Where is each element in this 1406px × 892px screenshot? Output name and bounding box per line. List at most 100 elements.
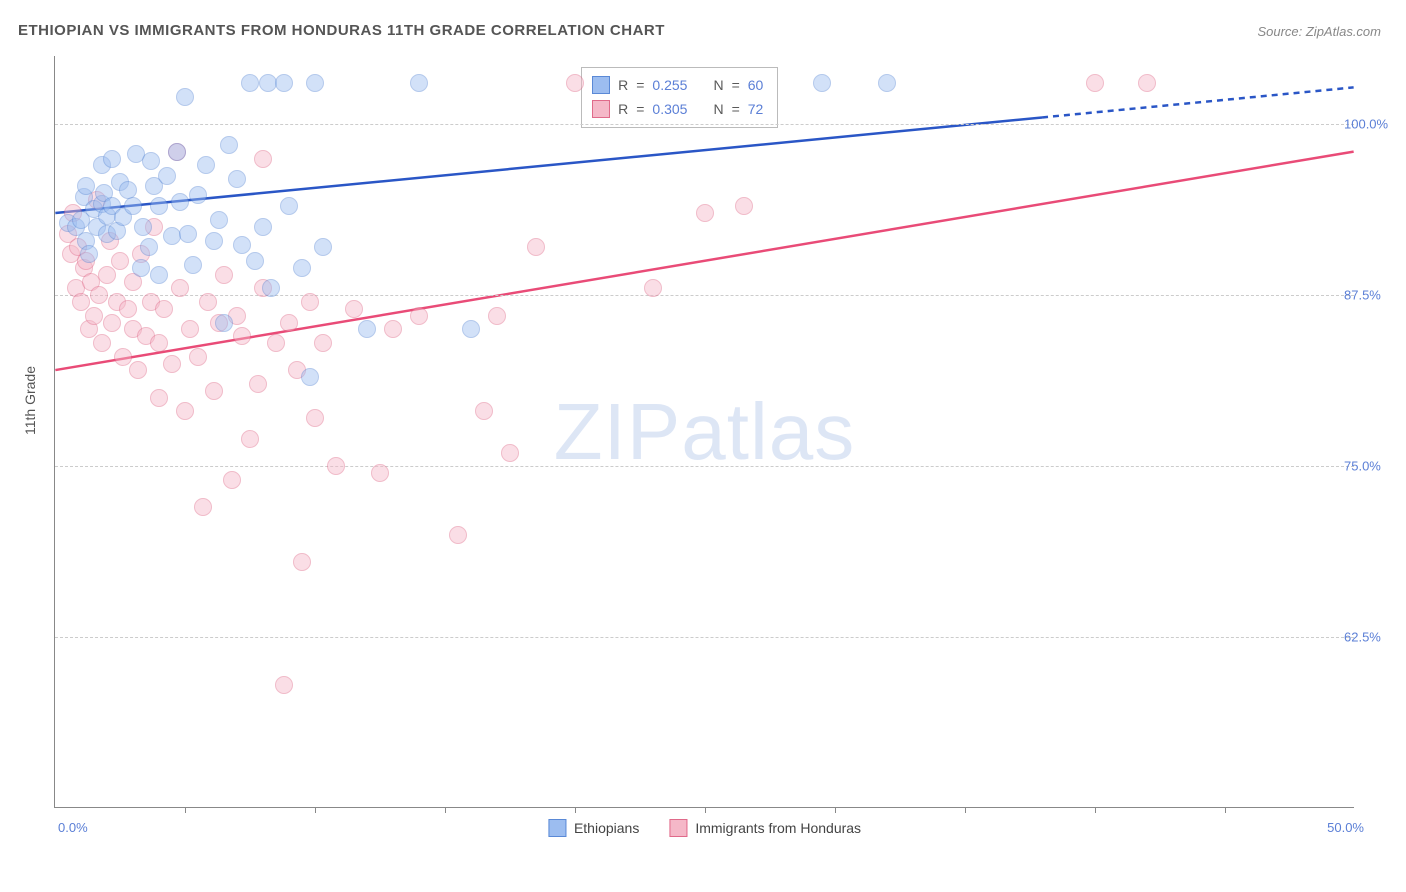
data-point (194, 498, 212, 516)
data-point (80, 245, 98, 263)
gridline-h (55, 637, 1354, 638)
series-legend: Ethiopians Immigrants from Honduras (548, 819, 861, 837)
data-point (327, 457, 345, 475)
data-point (384, 320, 402, 338)
data-point (280, 314, 298, 332)
x-tick (835, 807, 836, 813)
data-point (254, 150, 272, 168)
series-name: Ethiopians (574, 820, 639, 836)
legend-row: R=0.255N=60 (592, 73, 763, 97)
trend-line-extrapolated (1042, 87, 1354, 117)
legend-r-value: 0.305 (652, 101, 687, 117)
data-point (293, 259, 311, 277)
data-point (501, 444, 519, 462)
data-point (114, 348, 132, 366)
data-point (735, 197, 753, 215)
series-legend-item: Ethiopians (548, 819, 639, 837)
data-point (301, 293, 319, 311)
data-point (111, 252, 129, 270)
data-point (241, 430, 259, 448)
source-name: ZipAtlas.com (1306, 24, 1381, 39)
data-point (1086, 74, 1104, 92)
data-point (566, 74, 584, 92)
data-point (449, 526, 467, 544)
source-prefix: Source: (1257, 24, 1305, 39)
data-point (210, 211, 228, 229)
data-point (184, 256, 202, 274)
data-point (176, 88, 194, 106)
data-point (129, 361, 147, 379)
legend-eq: = (732, 77, 740, 93)
data-point (205, 232, 223, 250)
data-point (90, 286, 108, 304)
series-legend-item: Immigrants from Honduras (669, 819, 861, 837)
data-point (103, 150, 121, 168)
data-point (197, 156, 215, 174)
data-point (306, 409, 324, 427)
data-point (262, 279, 280, 297)
data-point (134, 218, 152, 236)
data-point (77, 177, 95, 195)
chart-title: ETHIOPIAN VS IMMIGRANTS FROM HONDURAS 11… (18, 22, 665, 39)
data-point (119, 181, 137, 199)
legend-n-label: N (713, 101, 723, 117)
legend-swatch (592, 76, 610, 94)
data-point (345, 300, 363, 318)
data-point (142, 152, 160, 170)
x-tick (1095, 807, 1096, 813)
data-point (215, 266, 233, 284)
legend-row: R=0.305N=72 (592, 97, 763, 121)
data-point (314, 334, 332, 352)
legend-n-value: 60 (748, 77, 764, 93)
legend-r-label: R (618, 101, 628, 117)
data-point (410, 74, 428, 92)
data-point (171, 193, 189, 211)
data-point (233, 327, 251, 345)
gridline-h (55, 124, 1354, 125)
data-point (280, 197, 298, 215)
data-point (358, 320, 376, 338)
x-tick (315, 807, 316, 813)
source-citation: Source: ZipAtlas.com (1257, 24, 1381, 39)
legend-r-value: 0.255 (652, 77, 687, 93)
data-point (150, 334, 168, 352)
data-point (267, 334, 285, 352)
data-point (205, 382, 223, 400)
data-point (171, 279, 189, 297)
data-point (246, 252, 264, 270)
data-point (644, 279, 662, 297)
data-point (176, 402, 194, 420)
data-point (878, 74, 896, 92)
data-point (223, 471, 241, 489)
data-point (241, 74, 259, 92)
data-point (254, 218, 272, 236)
data-point (189, 186, 207, 204)
series-name: Immigrants from Honduras (695, 820, 861, 836)
data-point (168, 143, 186, 161)
data-point (98, 266, 116, 284)
data-point (93, 334, 111, 352)
legend-eq: = (636, 77, 644, 93)
legend-eq: = (636, 101, 644, 117)
data-point (293, 553, 311, 571)
data-point (228, 170, 246, 188)
legend-n-label: N (713, 77, 723, 93)
data-point (155, 300, 173, 318)
y-axis-label: 11th Grade (22, 366, 38, 435)
data-point (150, 197, 168, 215)
data-point (275, 676, 293, 694)
data-point (371, 464, 389, 482)
data-point (132, 259, 150, 277)
x-tick (965, 807, 966, 813)
data-point (1138, 74, 1156, 92)
x-axis-max-label: 50.0% (1327, 820, 1364, 835)
data-point (124, 197, 142, 215)
data-point (150, 389, 168, 407)
y-tick-label: 62.5% (1344, 630, 1404, 645)
data-point (220, 136, 238, 154)
data-point (163, 355, 181, 373)
x-tick (185, 807, 186, 813)
data-point (488, 307, 506, 325)
data-point (410, 307, 428, 325)
data-point (103, 314, 121, 332)
